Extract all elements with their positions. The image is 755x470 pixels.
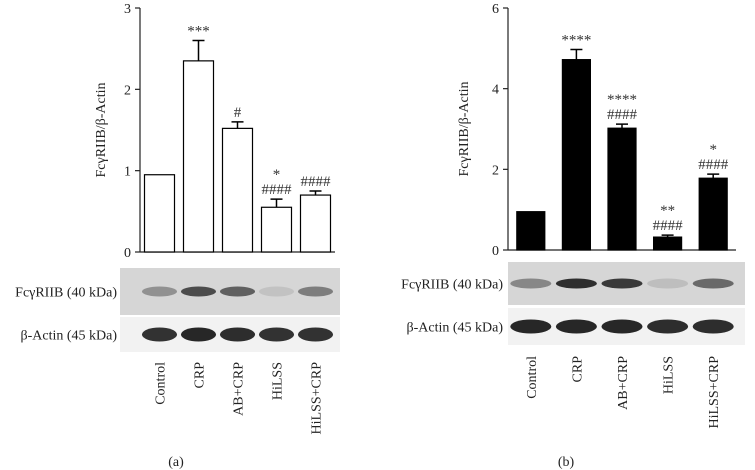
x-tick-label: HiLSS+CRP — [310, 362, 325, 435]
blot-band — [297, 327, 334, 342]
blot-band — [219, 286, 256, 297]
blot-band — [297, 286, 334, 297]
bar — [698, 177, 728, 251]
significance-label: **** — [607, 92, 637, 108]
significance-label: #### — [653, 218, 684, 234]
y-tick-label: 3 — [124, 2, 131, 17]
blot-band — [258, 286, 295, 297]
bar — [221, 127, 254, 253]
blot-band — [510, 319, 552, 334]
significance-label: #### — [301, 174, 332, 190]
bar — [143, 174, 176, 253]
blot-band — [258, 327, 295, 342]
y-tick-label: 0 — [492, 244, 499, 259]
blot-band — [510, 278, 552, 289]
blot-label: FcγRIIB (40 kDa) — [401, 278, 503, 293]
error-bar — [192, 39, 205, 61]
blot-band — [219, 327, 256, 342]
blot-label: β-Actin (45 kDa) — [20, 329, 117, 344]
blot-label: β-Actin (45 kDa) — [406, 321, 503, 336]
blot-band — [601, 319, 643, 334]
significance-label: * — [709, 142, 717, 158]
bar — [516, 211, 546, 251]
x-tick-label: HiLSS — [271, 362, 286, 400]
y-tick-label: 0 — [124, 246, 131, 261]
error-bar — [570, 48, 583, 60]
y-tick-label: 6 — [492, 2, 499, 17]
blot-band — [647, 319, 689, 334]
error-bar — [661, 234, 674, 238]
error-bar — [707, 173, 720, 179]
significance-label: #### — [698, 157, 729, 173]
blot-band — [180, 286, 217, 297]
y-tick-label: 1 — [124, 165, 131, 180]
significance-label: #### — [262, 182, 293, 198]
significance-label: #### — [607, 107, 638, 123]
x-tick-label: CRP — [193, 362, 208, 389]
error-bar — [309, 190, 322, 196]
blot-band — [555, 278, 597, 289]
blot-band — [141, 286, 178, 297]
panel-label: (b) — [558, 455, 575, 470]
error-bar — [616, 123, 628, 129]
blot-band — [692, 278, 734, 289]
blot-band — [601, 278, 643, 289]
x-tick-label: HiLSS — [662, 356, 677, 394]
bar — [652, 236, 683, 251]
blot-band — [555, 319, 597, 334]
bar — [299, 194, 332, 253]
x-tick-label: CRP — [570, 356, 585, 383]
error-bar — [231, 121, 244, 129]
significance-label: *** — [187, 24, 210, 40]
significance-label: # — [234, 105, 242, 121]
significance-label: ** — [660, 203, 675, 219]
x-tick-label: AB+CRP — [616, 356, 631, 410]
y-axis-title: FcγRIIB/β-Actin — [94, 83, 109, 178]
bar — [607, 127, 637, 251]
significance-label: * — [273, 167, 281, 183]
error-bar — [270, 198, 283, 208]
blot-band — [141, 327, 178, 342]
blot-band — [647, 278, 689, 289]
x-tick-label: HiLSS+CRP — [707, 356, 722, 429]
blot-band — [692, 319, 734, 334]
panel-label: (a) — [168, 455, 184, 470]
y-tick-label: 2 — [124, 83, 131, 98]
y-tick-label: 4 — [492, 83, 499, 98]
x-tick-label: AB+CRP — [232, 362, 247, 416]
y-tick-label: 2 — [492, 163, 499, 178]
blot-label: FcγRIIB (40 kDa) — [15, 286, 117, 301]
bar — [561, 59, 592, 251]
y-axis-title: FcγRIIB/β-Actin — [457, 82, 472, 177]
significance-label: **** — [561, 33, 591, 49]
bar — [260, 206, 293, 253]
x-tick-label: Control — [525, 356, 540, 399]
x-tick-label: Control — [154, 362, 169, 405]
bar — [182, 60, 215, 253]
blot-band — [180, 327, 217, 342]
